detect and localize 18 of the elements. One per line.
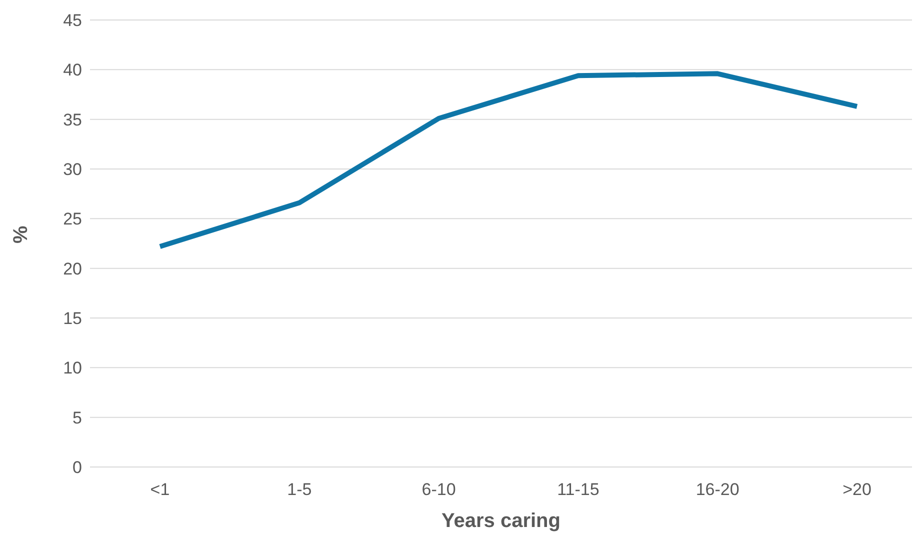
y-tick-label: 20	[63, 259, 82, 278]
y-tick-label: 0	[72, 458, 82, 478]
y-tick-label: 45	[63, 11, 82, 30]
y-tick-label: 25	[63, 210, 82, 229]
y-tick-label: 30	[63, 160, 82, 180]
x-tick-label: 11-15	[557, 480, 600, 500]
x-tick-label: >20	[842, 480, 872, 500]
y-tick-label: 35	[63, 110, 82, 130]
x-tick-label: 16-20	[696, 480, 740, 500]
y-tick-label: 15	[63, 309, 82, 328]
y-tick-label: 5	[72, 408, 82, 428]
x-tick-label: 1-5	[287, 480, 312, 500]
y-tick-label: 10	[63, 358, 82, 378]
y-tick-label: 40	[63, 60, 82, 80]
x-tick-label: <1	[150, 480, 170, 500]
x-axis-title: Years caring	[442, 510, 560, 532]
y-axis-title: %	[10, 226, 32, 244]
x-tick-label: 6-10	[422, 480, 456, 500]
